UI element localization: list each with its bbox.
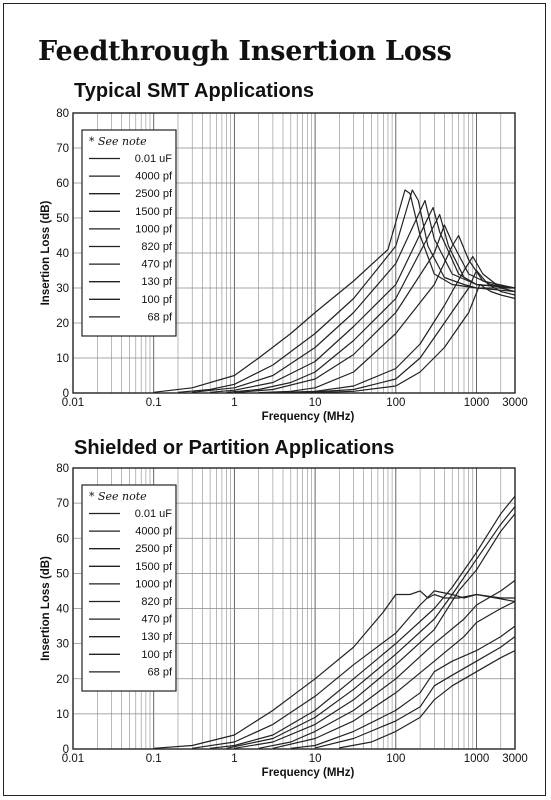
x-tick-label: 100 [386, 753, 405, 765]
y-tick-label: 60 [56, 178, 69, 190]
x-tick-label: 0.01 [62, 753, 84, 765]
legend-entry: 1500 pf [135, 206, 173, 218]
x-tick-label: 3000 [502, 397, 528, 409]
chart-1: 0.01 0.1 1 10 100 1000 3000 0 10 20 30 40 50 60 70 80 Fr… [40, 108, 528, 423]
legend-entry: 1500 pf [135, 561, 173, 573]
x-tick-label: 0.1 [146, 397, 162, 409]
y-tick-label: 0 [63, 744, 69, 756]
series-line [290, 269, 516, 394]
legend-entry: 100 pf [141, 294, 173, 306]
x-tick-label: 0.1 [146, 753, 162, 765]
legend-entry: 470 pf [141, 614, 173, 626]
series-line [272, 255, 516, 394]
legend-note: * See note [89, 135, 147, 148]
x-tick-label: 1 [231, 397, 237, 409]
legend-entry: 2500 pf [135, 543, 173, 555]
series-line [315, 283, 516, 394]
legend-entry: 68 pf [148, 666, 173, 678]
y-tick-label: 10 [56, 709, 69, 721]
page-title: Feedthrough Insertion Loss [38, 36, 452, 67]
y-axis-label: Insertion Loss (dB) [40, 200, 52, 305]
series-line [192, 590, 515, 749]
chart-1-title: Typical SMT Applications [74, 80, 315, 102]
legend-entry: 4000 pf [135, 171, 173, 183]
x-axis-label: Frequency (MHz) [262, 767, 355, 779]
series-group [153, 495, 516, 749]
legend-entry: 0.01 uF [135, 508, 173, 520]
y-tick-label: 50 [56, 213, 69, 225]
y-tick-label: 50 [56, 568, 69, 580]
legend-note: * See note [89, 490, 147, 503]
plot-area [72, 467, 516, 750]
y-tick-label: 70 [56, 498, 69, 510]
legend-entry: 820 pf [141, 241, 173, 253]
y-tick-label: 0 [63, 388, 69, 400]
y-tick-label: 40 [56, 604, 69, 616]
series-line [177, 189, 516, 393]
y-tick-label: 30 [56, 283, 69, 295]
y-tick-label: 30 [56, 639, 69, 651]
chart-2-title: Shielded or Partition Applications [74, 437, 395, 459]
y-tick-label: 70 [56, 143, 69, 155]
x-axis-label: Frequency (MHz) [262, 411, 355, 423]
series-line [234, 224, 516, 394]
legend-entry: 130 pf [141, 631, 173, 643]
series-line [234, 513, 516, 749]
legend-box [81, 129, 177, 337]
legend-box [81, 484, 177, 692]
series-line [153, 590, 516, 749]
legend-entry: 100 pf [141, 649, 173, 661]
series-line [272, 600, 516, 749]
legend-entry: 2500 pf [135, 188, 173, 200]
legend-entry: 130 pf [141, 276, 173, 288]
series-line [192, 199, 516, 393]
x-tick-label: 0.01 [62, 397, 84, 409]
series-line [339, 650, 516, 749]
y-tick-label: 80 [56, 108, 69, 120]
legend-entry: 0.01 uF [135, 153, 173, 165]
y-tick-label: 80 [56, 463, 69, 475]
x-tick-label: 1 [231, 753, 237, 765]
series-line [226, 213, 516, 393]
legend-entry: 470 pf [141, 259, 173, 271]
series-line [258, 234, 516, 394]
series-line [258, 579, 516, 749]
series-line [153, 189, 515, 393]
y-axis-label: Insertion Loss (dB) [40, 556, 52, 661]
series-group [153, 189, 516, 394]
x-tick-label: 10 [309, 753, 322, 765]
y-tick-label: 20 [56, 674, 69, 686]
x-tick-label: 100 [386, 397, 405, 409]
series-line [314, 636, 516, 749]
x-tick-label: 1000 [464, 753, 490, 765]
series-line [226, 506, 516, 749]
series-line [210, 495, 516, 749]
y-tick-label: 10 [56, 353, 69, 365]
legend-entry: 820 pf [141, 596, 173, 608]
x-tick-label: 3000 [502, 753, 528, 765]
legend-entry: 1000 pf [135, 578, 173, 590]
x-tick-label: 10 [309, 397, 322, 409]
legend-entry: 68 pf [148, 311, 173, 323]
series-line [290, 625, 516, 749]
y-tick-label: 40 [56, 248, 69, 260]
legend-entry: 1000 pf [135, 223, 173, 235]
legend-entry: 4000 pf [135, 526, 173, 538]
y-tick-label: 20 [56, 318, 69, 330]
y-tick-label: 60 [56, 533, 69, 545]
x-tick-label: 1000 [464, 397, 490, 409]
